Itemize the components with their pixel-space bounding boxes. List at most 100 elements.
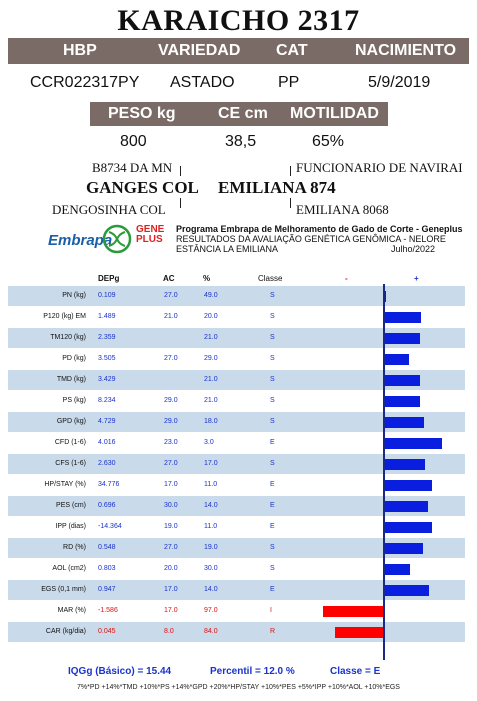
summary-classe: Classe = E [330, 666, 381, 677]
program-date: Julho/2022 [390, 244, 435, 254]
pedigree-dam-sire: FUNCIONARIO DE NAVIRAI [296, 160, 463, 175]
col-header-plus: + [414, 274, 419, 283]
cell-depg: 0.947 [98, 586, 116, 593]
cell-ac: 17.0 [164, 607, 178, 614]
cell-classe: E [270, 481, 275, 488]
trait-name: HP/STAY (%) [44, 481, 86, 488]
cell-ac: 17.0 [164, 481, 178, 488]
ranking-bar [383, 501, 428, 512]
cell-ac: 30.0 [164, 502, 178, 509]
cell-depg: 3.505 [98, 355, 116, 362]
cell-classe: E [270, 439, 275, 446]
program-title: Programa Embrapa de Melhoramento de Gado… [176, 224, 463, 234]
cell-ac: 27.0 [164, 460, 178, 467]
ranking-bar [383, 417, 424, 428]
table-row: EGS (0,1 mm) 0.947 17.0 14.0 E [8, 580, 465, 600]
col-header-depg: DEPg [98, 274, 120, 283]
trait-name: AOL (cm2) [52, 565, 86, 572]
cell-classe: S [270, 397, 275, 404]
trait-name: RD (%) [63, 544, 86, 551]
pedigree-sire: GANGES COL [86, 178, 199, 197]
cell-pct: 14.0 [204, 502, 218, 509]
cell-depg: 3.429 [98, 376, 116, 383]
cell-pct: 11.0 [204, 481, 218, 488]
cell-pct: 84.0 [204, 628, 218, 635]
cell-depg: 0.696 [98, 502, 116, 509]
pedigree-connector [180, 198, 181, 208]
cell-depg: 2.359 [98, 334, 116, 341]
table-row: CFS (1-6) 2.630 27.0 17.0 S [8, 454, 465, 474]
cell-depg: 0.109 [98, 292, 116, 299]
program-farm: ESTÂNCIA LA EMILIANA [176, 244, 279, 254]
animal-hbp: CCR022317PY [30, 74, 140, 91]
measure-peso: 800 [120, 133, 147, 150]
cell-ac: 27.0 [164, 544, 178, 551]
col-header-minus: - [345, 274, 348, 283]
trait-name: PN (kg) [62, 292, 86, 299]
table-row: CAR (kg/dia) 0.045 8.0 84.0 R [8, 622, 465, 642]
cell-ac: 21.0 [164, 313, 178, 320]
trait-name: CFS (1-6) [55, 460, 86, 467]
cell-pct: 49.0 [204, 292, 218, 299]
trait-name: IPP (dias) [55, 523, 86, 530]
ranking-bar [383, 312, 421, 323]
cell-classe: S [270, 313, 275, 320]
cell-classe: R [270, 628, 276, 635]
cell-depg: 4.729 [98, 418, 116, 425]
ranking-bar [335, 627, 383, 638]
pedigree-sire-sire: B8734 DA MN [92, 160, 173, 175]
trait-name: TM120 (kg) [50, 334, 86, 341]
cell-classe: S [270, 355, 275, 362]
cell-depg: 2.630 [98, 460, 116, 467]
cell-ac: 17.0 [164, 586, 178, 593]
cell-ac: 19.0 [164, 523, 178, 530]
geneplus-logo-icon [102, 224, 132, 254]
ranking-bar [383, 459, 425, 470]
ranking-bar [383, 375, 420, 386]
ranking-bar [383, 333, 420, 344]
cell-depg: 0.548 [98, 544, 116, 551]
cell-pct: 97.0 [204, 607, 218, 614]
ranking-bar [383, 564, 410, 575]
animal-cat: PP [278, 74, 300, 91]
cell-pct: 14.0 [204, 586, 218, 593]
header-hbp: HBP [63, 42, 97, 59]
cell-depg: 4.016 [98, 439, 116, 446]
pedigree-dam-dam: EMILIANA 8068 [296, 202, 389, 217]
cell-ac: 29.0 [164, 418, 178, 425]
animal-nacimiento: 5/9/2019 [368, 74, 431, 91]
cell-pct: 20.0 [204, 313, 218, 320]
cell-pct: 17.0 [204, 460, 218, 467]
table-row: PES (cm) 0.696 30.0 14.0 E [8, 496, 465, 516]
cell-depg: 0.803 [98, 565, 116, 572]
table-row: AOL (cm2) 0.803 20.0 30.0 S [8, 559, 465, 579]
bar-axis-line [383, 284, 385, 660]
cell-classe: E [270, 502, 275, 509]
trait-name: TMD (kg) [56, 376, 86, 383]
table-row: HP/STAY (%) 34.776 17.0 11.0 E [8, 475, 465, 495]
col-header-classe: Classe [258, 274, 283, 283]
cell-ac: 23.0 [164, 439, 178, 446]
ranking-bar [383, 354, 409, 365]
col-header-ac: AC [163, 274, 175, 283]
cell-depg: 34.776 [98, 481, 120, 488]
measures-header-bar: PESO kg CE cm MOTILIDAD [90, 102, 388, 126]
ranking-bar [383, 543, 423, 554]
cell-classe: S [270, 292, 275, 299]
table-row: P120 (kg) EM 1.489 21.0 20.0 S [8, 307, 465, 327]
table-row: RD (%) 0.548 27.0 19.0 S [8, 538, 465, 558]
trait-name: CFD (1-6) [54, 439, 86, 446]
animal-info-row: CCR022317PY ASTADO PP 5/9/2019 [8, 70, 469, 94]
table-row: MAR (%) -1.586 17.0 97.0 I [8, 601, 465, 621]
cell-pct: 3.0 [204, 439, 214, 446]
cell-pct: 29.0 [204, 355, 218, 362]
table-row: TM120 (kg) 2.359 21.0 S [8, 328, 465, 348]
table-row: PS (kg) 8.234 29.0 21.0 S [8, 391, 465, 411]
cell-ac: 27.0 [164, 355, 178, 362]
cell-classe: S [270, 565, 275, 572]
pedigree-dam: EMILIANA 874 [218, 178, 336, 197]
table-row: GPD (kg) 4.729 29.0 18.0 S [8, 412, 465, 432]
cell-depg: -14.364 [98, 523, 122, 530]
trait-name: MAR (%) [57, 607, 86, 614]
pedigree-connector [180, 166, 181, 176]
